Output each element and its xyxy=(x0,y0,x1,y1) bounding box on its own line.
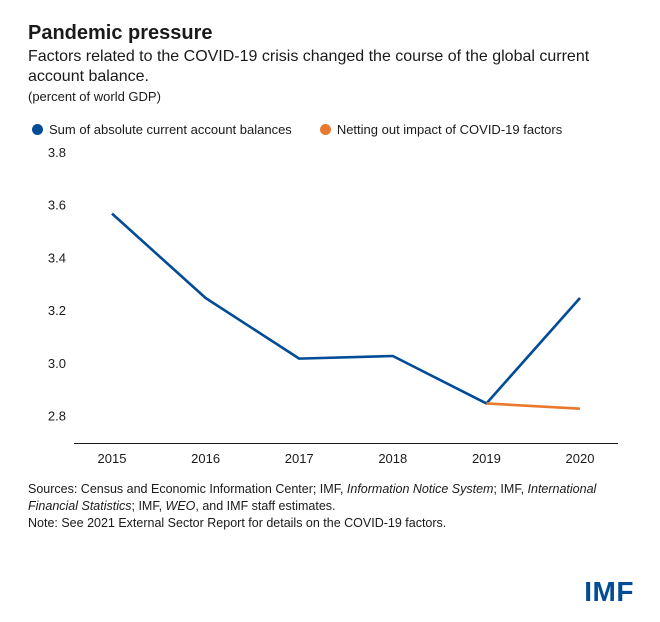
page-root: Pandemic pressure Factors related to the… xyxy=(0,0,660,622)
legend-item-0: Sum of absolute current account balances xyxy=(32,122,292,137)
chart-title: Pandemic pressure xyxy=(28,22,632,45)
legend-label-0: Sum of absolute current account balances xyxy=(49,122,292,137)
legend: Sum of absolute current account balances… xyxy=(32,122,632,137)
y-tick-label: 3.0 xyxy=(48,356,66,371)
y-tick-label: 3.8 xyxy=(48,145,66,160)
chart-unit: (percent of world GDP) xyxy=(28,89,632,104)
chart-area: 2.8 3.0 3.2 3.4 3.6 3.8 2015 2016 2017 2018 2019 20… xyxy=(28,143,628,473)
y-tick-label: 3.4 xyxy=(48,250,66,265)
sources-note: Sources: Census and Economic Information… xyxy=(28,481,632,532)
x-tick-label: 2017 xyxy=(285,451,314,466)
chart-svg: 2.8 3.0 3.2 3.4 3.6 3.8 2015 2016 2017 2018 2019 20… xyxy=(28,143,628,473)
y-tick-label: 2.8 xyxy=(48,409,66,424)
brand-logo: IMF xyxy=(584,576,634,608)
series-line-0 xyxy=(112,214,580,404)
legend-label-1: Netting out impact of COVID-19 factors xyxy=(337,122,562,137)
x-tick-label: 2019 xyxy=(472,451,501,466)
legend-item-1: Netting out impact of COVID-19 factors xyxy=(320,122,562,137)
legend-dot-0 xyxy=(32,124,43,135)
y-tick-label: 3.2 xyxy=(48,303,66,318)
legend-dot-1 xyxy=(320,124,331,135)
y-tick-label: 3.6 xyxy=(48,198,66,213)
x-tick-label: 2016 xyxy=(191,451,220,466)
series-line-1 xyxy=(486,403,580,408)
x-tick-label: 2020 xyxy=(566,451,595,466)
x-tick-label: 2015 xyxy=(98,451,127,466)
x-tick-label: 2018 xyxy=(378,451,407,466)
chart-subtitle: Factors related to the COVID-19 crisis c… xyxy=(28,47,632,87)
